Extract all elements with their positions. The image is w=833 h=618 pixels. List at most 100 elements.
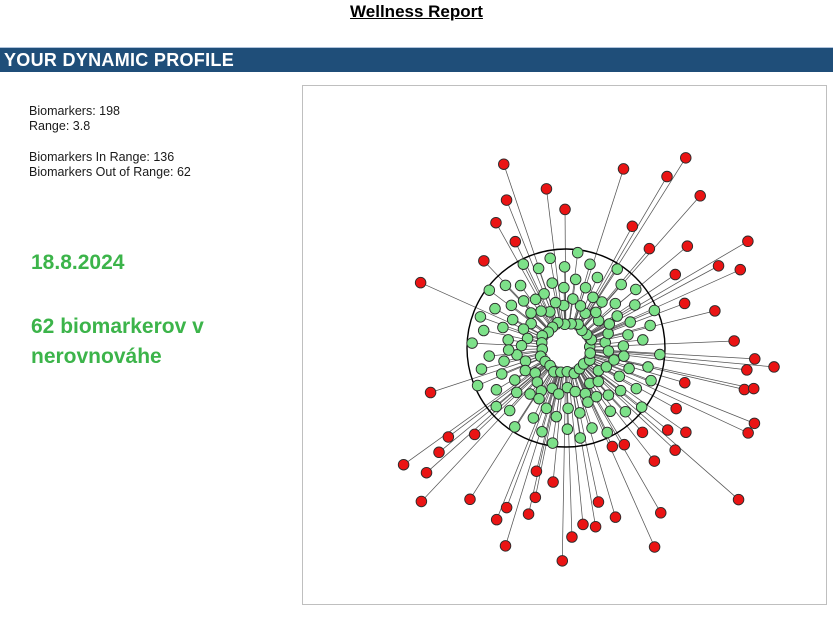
section-banner: YOUR DYNAMIC PROFILE [0,47,833,72]
biomarker-dot-out_of_range [732,493,745,506]
biomarker-dot-out_of_range [500,194,513,206]
biomarker-dot-in_range [622,329,634,341]
biomarker-dot-out_of_range [589,520,602,533]
biomarker-dot-out_of_range [734,263,747,276]
biomarker-dot-in_range [502,334,514,346]
biomarker-dot-in_range [517,295,530,307]
biomarker-dot-in_range [602,389,615,401]
biomarker-dot-in_range [574,407,586,419]
biomarker-dot-out_of_range [499,540,512,552]
biomarker-dot-in_range [506,313,519,326]
biomarker-dot-out_of_range [424,386,437,399]
spoke-line [505,347,567,546]
biomarker-dot-out_of_range [547,476,559,488]
biomarker-dot-in_range [654,348,666,361]
biomarker-dot-in_range [514,279,527,292]
biomarker-dot-out_of_range [592,496,605,508]
biomarker-dot-in_range [635,401,648,413]
biomarker-dot-out_of_range [498,158,510,170]
biomarker-dot-out_of_range [712,260,725,272]
biomarker-dot-in_range [489,302,501,315]
spoke-line [565,347,754,389]
biomarker-dot-in_range [562,402,574,415]
spoke-line [421,347,567,502]
biomarker-dot-out_of_range [566,531,578,543]
reference-circle [466,248,666,448]
biomarker-dot-in_range [483,284,496,296]
biomarker-dot-out_of_range [500,501,513,514]
biomarker-dot-in_range [574,432,586,444]
biomarker-dot-in_range [582,396,594,408]
biomarker-dot-out_of_range [617,163,630,175]
biomarker-dot-in_range [596,296,608,308]
section-title: YOUR DYNAMIC PROFILE [4,49,235,70]
biomarker-dot-in_range [584,258,596,271]
biomarker-dot-in_range [502,344,515,356]
biomarker-dot-in_range [497,321,509,334]
biomarker-dot-in_range [532,262,545,275]
biomarker-dot-out_of_range [681,240,694,252]
biomarker-dot-in_range [630,283,642,296]
biomarker-dot-out_of_range [559,203,571,216]
biomarker-dot-in_range [592,375,605,388]
spoke-line [565,240,749,349]
biomarker-dot-out_of_range [414,276,427,289]
biomarker-dot-in_range [591,271,604,284]
biomarker-dot-in_range [637,334,649,346]
dots-in_range [466,246,666,449]
biomarker-dot-in_range [623,362,635,375]
biomarker-dot-in_range [510,386,523,399]
highlight-message-line2: nerovnováhe [31,345,162,368]
biomarker-dot-out_of_range [742,235,754,248]
biomarker-dot-out_of_range [420,466,433,479]
biomarker-dot-in_range [571,246,584,259]
stats-spacer [29,134,191,150]
biomarker-dot-in_range [614,384,627,397]
biomarker-dot-out_of_range [741,364,753,376]
highlight-date: 18.8.2024 [31,251,125,274]
biomarker-dot-in_range [615,278,627,291]
biomarker-dot-in_range [574,300,587,312]
biomarker-dot-out_of_range [661,424,674,436]
biomarker-dot-out_of_range [529,491,542,504]
spoke-line [565,347,775,368]
biomarker-dot-in_range [549,296,562,309]
chart-panel [302,85,827,605]
stats-block: Biomarkers: 198 Range: 3.8 Biomarkers In… [29,104,191,180]
spoke-line [403,347,567,466]
biomarker-dot-out_of_range [626,220,639,233]
biomarker-dot-in_range [515,339,528,352]
biomarker-dot-in_range [603,318,616,330]
biomarker-dot-in_range [642,361,654,373]
biomarker-dot-out_of_range [609,511,622,523]
spoke-line [565,347,745,390]
biomarker-dot-in_range [519,364,532,377]
biomarker-dot-out_of_range [606,440,619,453]
biomarker-dot-out_of_range [415,495,428,508]
biomarker-dot-in_range [644,319,656,332]
biomarker-dot-in_range [602,345,615,357]
spoke-line [565,347,749,434]
biomarker-dot-out_of_range [648,455,661,467]
biomarker-dot-in_range [630,382,643,395]
biomarker-dot-out_of_range [747,382,760,395]
biomarker-dot-in_range [611,310,623,322]
biomarker-dot-out_of_range [694,190,706,202]
biomarker-dot-out_of_range [768,361,780,373]
biomarker-dot-out_of_range [648,541,661,553]
biomarker-dot-in_range [569,385,582,398]
biomarker-dot-out_of_range [661,170,673,183]
biomarker-dot-in_range [535,305,547,317]
biomarker-dot-in_range [624,316,637,328]
biomarker-dot-in_range [509,374,521,386]
biomarker-dot-out_of_range [490,513,503,526]
biomarker-dot-in_range [475,363,488,375]
biomarker-dot-in_range [546,277,558,289]
stat-biomarkers-total: Biomarkers: 198 [29,104,121,118]
biomarker-dot-in_range [483,350,495,362]
biomarker-dot-in_range [648,304,661,317]
biomarker-dot-in_range [511,349,523,361]
dots-out_of_range [397,152,780,567]
biomarker-dot-out_of_range [748,417,761,430]
